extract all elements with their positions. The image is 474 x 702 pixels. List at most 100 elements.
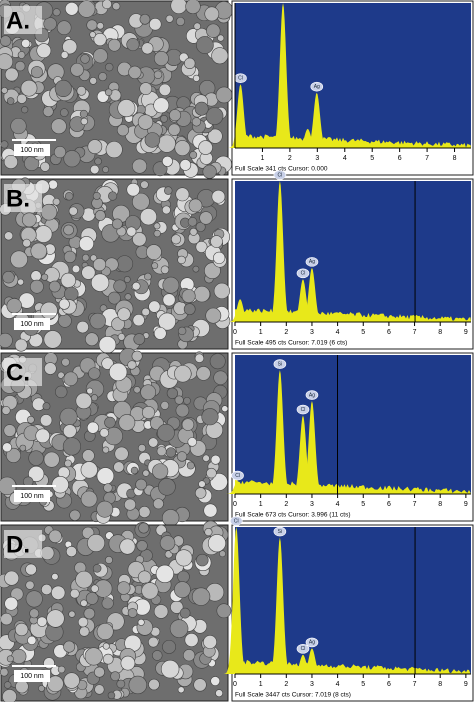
particle bbox=[194, 101, 209, 116]
peak bbox=[303, 92, 330, 148]
peak-label-bg bbox=[231, 470, 244, 481]
particle bbox=[171, 234, 182, 245]
particle bbox=[203, 503, 218, 518]
particle bbox=[86, 387, 94, 395]
particle bbox=[183, 303, 196, 316]
particle bbox=[2, 270, 15, 284]
particle bbox=[117, 333, 126, 341]
particle bbox=[102, 642, 110, 650]
particle bbox=[132, 192, 150, 211]
particle bbox=[204, 6, 220, 22]
particle bbox=[50, 118, 67, 135]
particle bbox=[128, 675, 148, 695]
particle bbox=[204, 527, 213, 537]
particle bbox=[62, 39, 78, 55]
particle bbox=[114, 446, 129, 461]
particle bbox=[101, 597, 114, 610]
particle bbox=[1, 406, 11, 415]
particle bbox=[137, 570, 152, 584]
particle bbox=[202, 164, 217, 179]
particle bbox=[213, 251, 226, 264]
baseline-noise bbox=[235, 133, 471, 148]
particle bbox=[107, 291, 121, 305]
particle bbox=[78, 236, 95, 252]
particle bbox=[152, 463, 169, 480]
particle bbox=[28, 450, 44, 466]
particle bbox=[181, 418, 195, 431]
x-tick-label: 7 bbox=[425, 155, 429, 162]
peak bbox=[223, 527, 250, 674]
particle bbox=[26, 415, 35, 424]
particle bbox=[108, 38, 121, 52]
particle bbox=[69, 509, 81, 521]
particle bbox=[38, 685, 45, 692]
particle bbox=[0, 612, 13, 626]
particle bbox=[137, 114, 154, 130]
particle bbox=[64, 1, 79, 16]
particle bbox=[29, 608, 40, 619]
particle bbox=[160, 401, 170, 410]
x-tick-label: 6 bbox=[387, 329, 391, 336]
particle bbox=[3, 154, 18, 170]
peak bbox=[290, 654, 316, 674]
particle bbox=[205, 307, 222, 324]
panel-label: B. bbox=[6, 185, 30, 212]
particle bbox=[60, 272, 77, 289]
particle bbox=[92, 258, 107, 272]
particle bbox=[56, 20, 72, 36]
particle bbox=[14, 60, 26, 72]
particle bbox=[133, 386, 141, 394]
peak-label-bg bbox=[296, 644, 310, 654]
particle bbox=[148, 300, 161, 313]
particle bbox=[153, 70, 163, 80]
particle bbox=[210, 454, 221, 465]
particle bbox=[3, 424, 17, 437]
particle bbox=[46, 609, 65, 628]
particle bbox=[177, 326, 187, 336]
x-tick-label: 0 bbox=[233, 329, 237, 336]
particle bbox=[96, 467, 115, 485]
particle bbox=[160, 659, 180, 679]
peak-label-bg bbox=[273, 526, 287, 537]
particle bbox=[215, 86, 233, 104]
label-bg bbox=[4, 184, 42, 212]
particle bbox=[6, 298, 22, 314]
particle bbox=[58, 298, 70, 310]
particle bbox=[219, 550, 226, 558]
particle bbox=[174, 581, 191, 599]
particle bbox=[21, 38, 31, 49]
particle bbox=[104, 416, 116, 429]
particle bbox=[196, 366, 211, 381]
x-tick-label: 8 bbox=[438, 501, 442, 508]
particle bbox=[140, 384, 157, 401]
x-tick-label: 2 bbox=[284, 501, 288, 508]
x-tick-label: 9 bbox=[464, 329, 468, 336]
particle bbox=[191, 117, 202, 127]
particle bbox=[139, 82, 153, 96]
particle bbox=[104, 88, 113, 96]
particle bbox=[63, 371, 78, 387]
particle bbox=[82, 449, 95, 463]
particle bbox=[111, 218, 123, 230]
spectrum-footer: Full Scale 673 cts Cursor: 3.996 (11 cts… bbox=[235, 512, 350, 519]
particle bbox=[44, 362, 57, 375]
particle bbox=[102, 446, 110, 454]
peak-label: Ag bbox=[309, 259, 315, 265]
particle bbox=[210, 676, 221, 686]
x-tick-label: 7 bbox=[413, 501, 417, 508]
particle bbox=[80, 599, 88, 607]
particle bbox=[93, 32, 107, 47]
particle bbox=[127, 360, 137, 370]
particle bbox=[59, 407, 78, 426]
particle bbox=[161, 509, 180, 527]
particle bbox=[153, 604, 169, 619]
particle bbox=[124, 498, 137, 511]
x-tick-label: 3 bbox=[315, 155, 319, 162]
particle bbox=[104, 62, 114, 72]
particle bbox=[158, 477, 176, 496]
particle bbox=[11, 648, 27, 665]
particle bbox=[155, 564, 174, 583]
particle bbox=[10, 250, 28, 269]
particle bbox=[107, 691, 116, 700]
particle bbox=[151, 650, 163, 661]
